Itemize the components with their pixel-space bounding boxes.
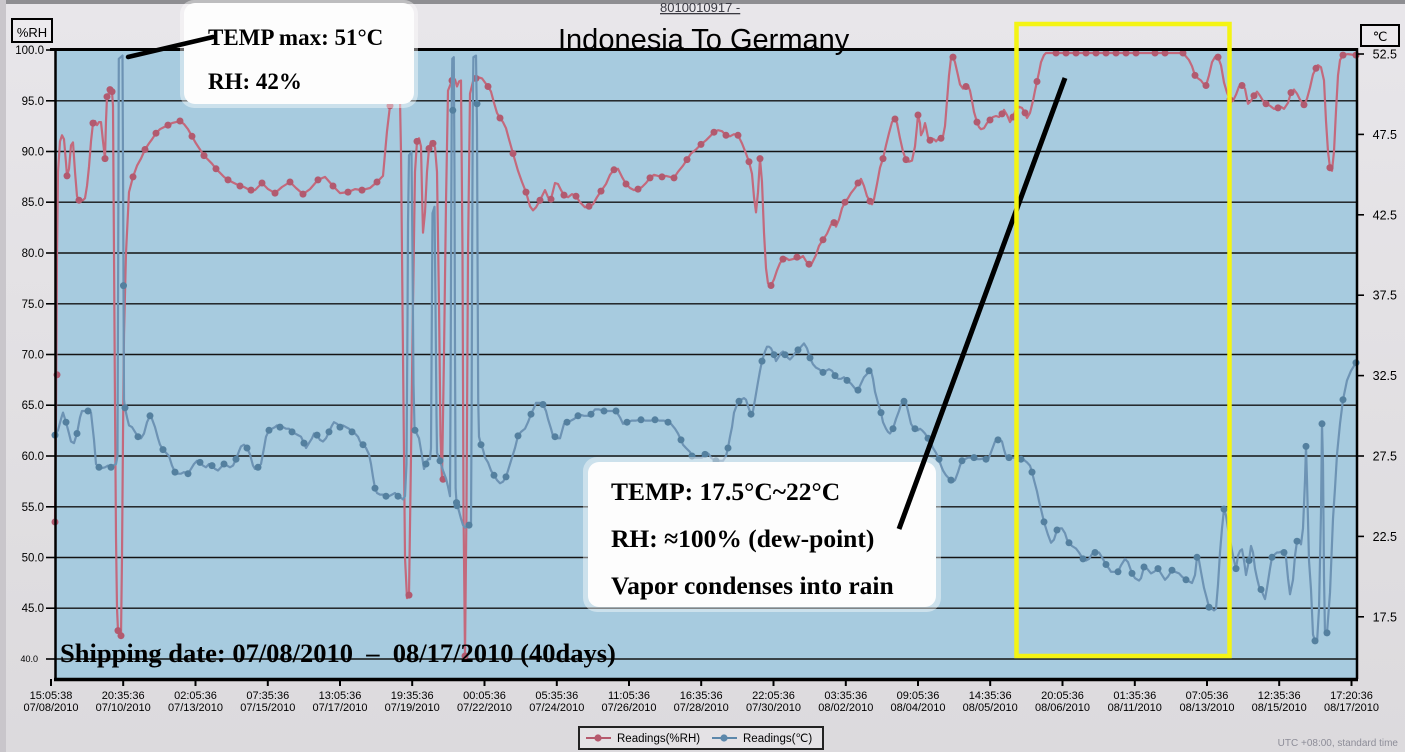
svg-text:08/06/2010: 08/06/2010 (1035, 702, 1090, 714)
svg-text:8010010917 -: 8010010917 - (660, 0, 740, 15)
svg-text:02:05:36: 02:05:36 (174, 690, 217, 702)
svg-text:13:05:36: 13:05:36 (319, 690, 362, 702)
svg-text:07/15/2010: 07/15/2010 (240, 702, 295, 714)
svg-text:65.0: 65.0 (22, 400, 44, 412)
svg-text:℃: ℃ (1373, 29, 1388, 44)
svg-text:07/10/2010: 07/10/2010 (96, 702, 151, 714)
svg-text:RH: 42%: RH: 42% (208, 69, 302, 94)
svg-text:07/08/2010: 07/08/2010 (23, 702, 78, 714)
svg-text:20:05:36: 20:05:36 (1041, 690, 1084, 702)
svg-text:TEMP: 17.5°C~22°C: TEMP: 17.5°C~22°C (611, 477, 840, 506)
svg-text:Indonesia To Germany: Indonesia To Germany (558, 24, 850, 56)
svg-text:07/26/2010: 07/26/2010 (601, 702, 656, 714)
svg-text:05:35:36: 05:35:36 (535, 690, 578, 702)
svg-text:19:35:36: 19:35:36 (391, 690, 434, 702)
svg-text:%RH: %RH (17, 25, 47, 40)
svg-text:27.5: 27.5 (1373, 450, 1397, 464)
svg-text:09:05:36: 09:05:36 (897, 690, 940, 702)
svg-text:85.0: 85.0 (22, 197, 44, 209)
svg-text:07/28/2010: 07/28/2010 (674, 702, 729, 714)
svg-text:80.0: 80.0 (22, 248, 44, 260)
svg-text:07/24/2010: 07/24/2010 (529, 702, 584, 714)
svg-text:95.0: 95.0 (22, 96, 44, 108)
svg-text:07/17/2010: 07/17/2010 (312, 702, 367, 714)
svg-text:01:35:36: 01:35:36 (1113, 690, 1156, 702)
svg-text:Shipping date: 07/08/2010 – 08: Shipping date: 07/08/2010 – 08/17/2010 (… (60, 638, 616, 668)
svg-text:07:35:36: 07:35:36 (246, 690, 289, 702)
svg-text:15:05:38: 15:05:38 (30, 690, 73, 702)
svg-text:17:20:36: 17:20:36 (1330, 690, 1373, 702)
svg-text:07:05:36: 07:05:36 (1186, 690, 1229, 702)
svg-text:RH: ≈100% (dew-point): RH: ≈100% (dew-point) (611, 524, 874, 553)
svg-text:60.0: 60.0 (22, 451, 44, 463)
svg-text:08/05/2010: 08/05/2010 (963, 702, 1018, 714)
svg-text:08/13/2010: 08/13/2010 (1179, 702, 1234, 714)
svg-text:08/04/2010: 08/04/2010 (890, 702, 945, 714)
svg-text:47.5: 47.5 (1373, 128, 1397, 142)
svg-text:55.0: 55.0 (22, 502, 44, 514)
svg-text:TEMP max: 51°C: TEMP max: 51°C (208, 25, 383, 50)
svg-text:22:05:36: 22:05:36 (752, 690, 795, 702)
svg-text:45.0: 45.0 (22, 603, 44, 615)
svg-text:00:05:36: 00:05:36 (463, 690, 506, 702)
svg-text:32.5: 32.5 (1373, 369, 1397, 383)
svg-text:03:35:36: 03:35:36 (824, 690, 867, 702)
svg-text:17.5: 17.5 (1373, 610, 1397, 624)
svg-text:75.0: 75.0 (22, 299, 44, 311)
svg-text:08/17/2010: 08/17/2010 (1324, 702, 1379, 714)
svg-text:37.5: 37.5 (1373, 289, 1397, 303)
svg-text:08/02/2010: 08/02/2010 (818, 702, 873, 714)
svg-text:50.0: 50.0 (22, 553, 44, 565)
svg-text:07/30/2010: 07/30/2010 (746, 702, 801, 714)
svg-text:22.5: 22.5 (1373, 530, 1397, 544)
svg-text:90.0: 90.0 (22, 147, 44, 159)
svg-text:Readings(℃): Readings(℃) (743, 733, 812, 745)
svg-text:70.0: 70.0 (22, 350, 44, 362)
svg-text:UTC +08:00, standard time: UTC +08:00, standard time (1278, 738, 1399, 749)
svg-text:100.0: 100.0 (15, 45, 44, 57)
svg-text:08/11/2010: 08/11/2010 (1108, 702, 1162, 714)
svg-text:42.5: 42.5 (1373, 208, 1397, 222)
svg-text:20:35:36: 20:35:36 (102, 690, 145, 702)
svg-text:11:05:36: 11:05:36 (608, 690, 650, 702)
svg-text:16:35:36: 16:35:36 (680, 690, 723, 702)
svg-text:40.0: 40.0 (20, 654, 38, 664)
svg-text:12:35:36: 12:35:36 (1258, 690, 1301, 702)
svg-text:Readings(%RH): Readings(%RH) (617, 733, 700, 745)
svg-text:14:35:36: 14:35:36 (969, 690, 1012, 702)
svg-text:07/13/2010: 07/13/2010 (168, 702, 223, 714)
svg-text:07/22/2010: 07/22/2010 (457, 702, 512, 714)
svg-text:52.5: 52.5 (1373, 48, 1397, 62)
svg-text:Vapor condenses into rain: Vapor condenses into rain (611, 571, 894, 600)
svg-text:08/15/2010: 08/15/2010 (1252, 702, 1307, 714)
svg-text:07/19/2010: 07/19/2010 (385, 702, 440, 714)
